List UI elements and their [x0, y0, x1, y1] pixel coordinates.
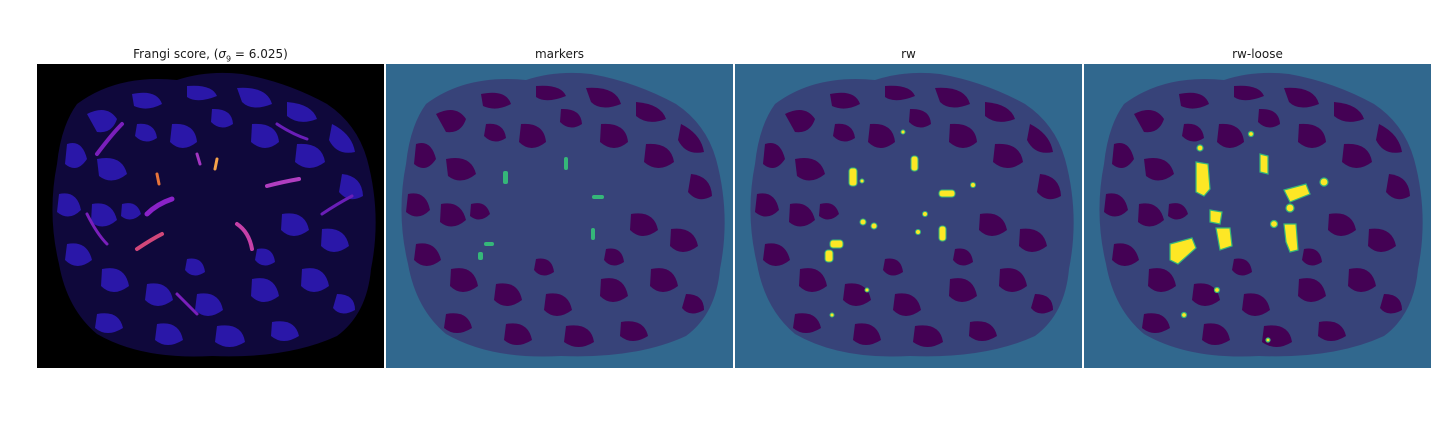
rw-loose-image: [1084, 64, 1431, 368]
panel-title-rw-loose: rw-loose: [1232, 47, 1283, 61]
frangi-score-image: [37, 64, 384, 368]
rw-image: [735, 64, 1082, 368]
panel-rw-loose: rw-loose: [1084, 44, 1431, 368]
markers-image: [386, 64, 733, 368]
panel-title-frangi: Frangi score, (σ9 = 6.025): [133, 47, 288, 64]
panel-frangi-score: Frangi score, (σ9 = 6.025): [37, 44, 384, 368]
panel-title-markers: markers: [534, 47, 585, 61]
panel-title-rw: rw: [901, 47, 916, 61]
panel-markers: markers: [386, 44, 733, 368]
panel-rw: rw: [735, 44, 1082, 368]
